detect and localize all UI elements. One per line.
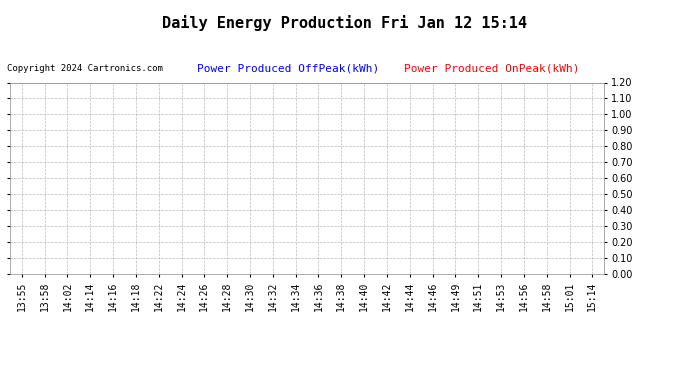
Text: Power Produced OnPeak(kWh): Power Produced OnPeak(kWh) (404, 64, 579, 74)
Text: Daily Energy Production Fri Jan 12 15:14: Daily Energy Production Fri Jan 12 15:14 (163, 15, 527, 31)
Text: Power Produced OffPeak(kWh): Power Produced OffPeak(kWh) (197, 64, 379, 74)
Text: Copyright 2024 Cartronics.com: Copyright 2024 Cartronics.com (7, 64, 163, 73)
